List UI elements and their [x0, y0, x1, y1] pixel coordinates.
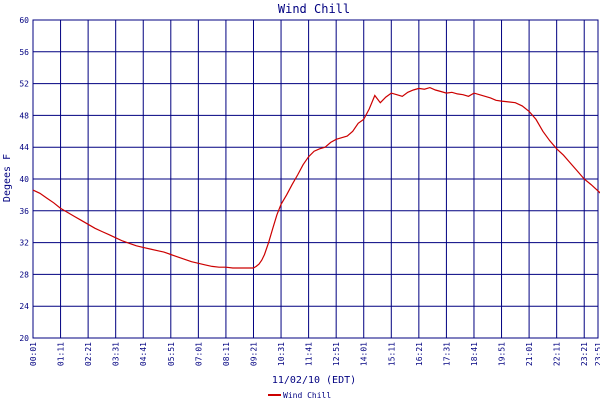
y-axis-ticks: 20 24 28 32 36 40 44 48 52 56 60 — [19, 16, 29, 343]
chart-grid — [32, 19, 599, 339]
x-tick-label: 01:11 — [57, 342, 66, 366]
y-tick-label: 28 — [19, 270, 29, 279]
x-tick-label: 05:51 — [167, 342, 176, 366]
x-tick-label: 12:51 — [332, 342, 341, 366]
y-tick-label: 24 — [19, 302, 29, 311]
x-tick-label: 10:31 — [277, 342, 286, 366]
x-tick-label: 21:01 — [525, 342, 534, 366]
x-tick-label: 23:51 — [594, 342, 600, 366]
x-tick-label: 02:21 — [84, 342, 93, 366]
y-tick-label: 40 — [19, 175, 29, 184]
y-tick-label: 52 — [19, 80, 29, 89]
chart-legend: Wind Chill — [268, 391, 331, 400]
y-axis-label: Degees F — [2, 154, 13, 202]
x-tick-label: 04:41 — [139, 342, 148, 366]
x-tick-label: 11:41 — [305, 342, 314, 366]
x-tick-label: 07:01 — [194, 342, 203, 366]
x-tick-label: 17:31 — [442, 342, 451, 366]
x-tick-label: 19:51 — [498, 342, 507, 366]
x-tick-label: 08:11 — [222, 342, 231, 366]
x-tick-label: 16:21 — [415, 342, 424, 366]
series-layer — [32, 86, 600, 269]
y-tick-label: 60 — [19, 16, 29, 25]
y-tick-label: 32 — [19, 239, 29, 248]
x-axis-ticks: 00:01 01:11 02:21 03:31 04:41 05:51 07:01 08:11… — [29, 342, 600, 366]
y-tick-label: 48 — [19, 111, 29, 120]
chart-title: Wind Chill — [278, 2, 350, 16]
x-tick-label: 14:01 — [360, 342, 369, 366]
legend-entry-wind-chill: Wind Chill — [283, 391, 331, 400]
series-line-wind-chill — [32, 86, 600, 269]
x-axis-label: 11/02/10 (EDT) — [272, 375, 356, 386]
y-tick-label: 20 — [19, 334, 29, 343]
x-tick-label: 22:11 — [553, 342, 562, 366]
x-tick-label: 09:21 — [249, 342, 258, 366]
x-tick-label: 18:41 — [470, 342, 479, 366]
x-tick-label: 03:31 — [112, 342, 121, 366]
y-tick-label: 56 — [19, 48, 29, 57]
x-tick-label: 00:01 — [29, 342, 38, 366]
y-tick-label: 36 — [19, 207, 29, 216]
y-tick-label: 44 — [19, 143, 29, 152]
x-tick-label: 15:11 — [387, 342, 396, 366]
x-tick-label: 23:21 — [580, 342, 589, 366]
